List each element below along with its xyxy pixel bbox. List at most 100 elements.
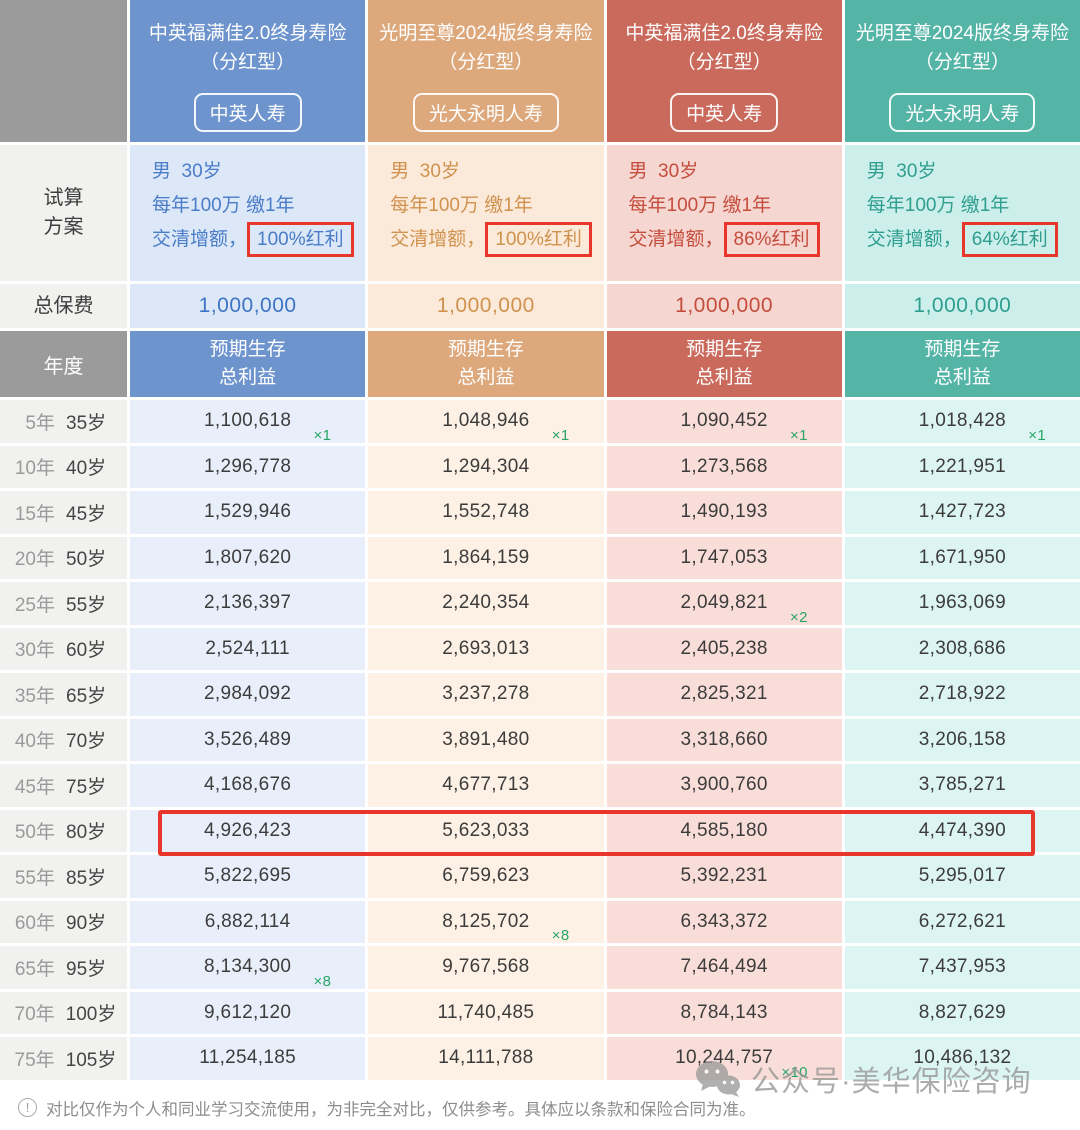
benefit-value-cell: 5,295,017: [844, 855, 1080, 898]
benefit-value: 2,693,013: [442, 637, 530, 659]
attained-age: 100岁: [65, 1004, 117, 1026]
benefit-value: 2,524,111: [205, 637, 290, 659]
benefit-value: 7,437,953: [918, 956, 1006, 978]
plan-line-gender-age: 男 30岁: [866, 161, 937, 182]
attained-age: 95岁: [66, 958, 107, 980]
benefit-value-cell: 1,100,618 ×1: [130, 400, 366, 444]
attained-age: 60岁: [66, 640, 107, 662]
benefit-value: 6,343,372: [680, 910, 768, 932]
benefit-value-cell: 5,623,033: [368, 809, 604, 852]
company-badge: 光大永明人寿: [889, 93, 1036, 132]
benefit-value-cell: 8,134,300 ×8: [130, 946, 366, 990]
policy-year: 5年: [25, 412, 55, 434]
benefit-value-cell: 2,524,111: [130, 627, 366, 670]
benefit-value: 6,882,114: [204, 910, 291, 932]
product-header-1: 中英福满佳2.0终身寿险（分红型） 中英人寿: [130, 0, 366, 142]
benefit-value: 5,623,033: [442, 819, 530, 841]
benefit-value-cell: 3,526,489: [130, 718, 366, 761]
policy-year: 25年: [14, 594, 55, 616]
product-name: 光明至尊2024版终身寿险（分红型）: [379, 23, 593, 73]
benefit-value-cell: 8,125,702 ×8: [368, 900, 604, 944]
benefit-value: 8,134,300: [204, 956, 292, 978]
benefit-value: 5,295,017: [918, 865, 1006, 887]
policy-year: 75年: [14, 1049, 55, 1071]
benefit-value-cell: 5,822,695: [130, 855, 366, 898]
benefit-value-cell: 1,427,723: [844, 491, 1080, 534]
benefit-value-cell: 2,405,238: [606, 627, 842, 670]
attained-age: 105岁: [65, 1049, 117, 1071]
benefit-value: 1,273,568: [680, 455, 768, 477]
plan-cell-3: 男 30岁 每年100万 缴1年 交清增额， 86%红利: [606, 145, 842, 281]
benefit-value-cell: 8,784,143: [606, 991, 842, 1034]
plan-line-gender-age: 男 30岁: [628, 161, 699, 182]
benefit-value: 4,677,713: [442, 774, 530, 796]
plan-row-label: 试算 方案: [0, 145, 127, 281]
attained-age: 80岁: [66, 822, 107, 844]
benefit-value: 11,254,185: [199, 1047, 296, 1069]
benefit-value-cell: 4,677,713: [368, 764, 604, 807]
benefit-value: 6,272,621: [918, 910, 1006, 932]
plan-line-gender-age: 男 30岁: [152, 161, 222, 182]
year-row-label: 5年 35岁: [0, 400, 127, 443]
benefit-value: 1,100,618: [204, 410, 292, 432]
benefit-value: 1,296,778: [204, 455, 292, 477]
benefit-value-cell: 1,090,452 ×1: [606, 400, 842, 444]
multiplier-note: ×10: [781, 1063, 808, 1081]
benefit-value-cell: 3,206,158: [844, 718, 1080, 761]
benefit-value: 2,136,397: [204, 592, 292, 614]
benefit-value: 1,221,951: [918, 455, 1006, 477]
benefit-value: 14,111,788: [438, 1047, 534, 1069]
watermark: 公众号·美华保险咨询: [695, 1058, 1032, 1100]
multiplier-note: ×8: [313, 972, 332, 990]
benefit-value: 5,392,231: [680, 865, 768, 887]
year-row-label: 55年 85岁: [0, 855, 127, 898]
benefit-value-cell: 6,882,114: [130, 900, 366, 943]
benefit-value-cell: 4,585,180: [606, 809, 842, 852]
policy-year: 30年: [14, 640, 55, 662]
benefit-value: 6,759,623: [442, 865, 530, 887]
attained-age: 90岁: [66, 913, 107, 935]
attained-age: 45岁: [66, 503, 107, 525]
benefit-value-cell: 2,240,354: [368, 582, 604, 625]
benefit-value-cell: 3,785,271: [844, 764, 1080, 807]
benefit-value-cell: 9,612,120: [130, 991, 366, 1034]
benefit-value-cell: 2,825,321: [606, 673, 842, 716]
year-row-label: 75年 105岁: [0, 1037, 127, 1080]
wechat-icon: [696, 1061, 740, 1097]
year-row-label: 20年 50岁: [0, 536, 127, 579]
benefit-value-cell: 1,807,620: [130, 536, 366, 579]
benefit-value: 3,526,489: [204, 728, 292, 750]
company-badge: 中英人寿: [670, 93, 779, 132]
benefit-value: 4,168,676: [204, 774, 292, 796]
year-column-header: 年度: [0, 331, 127, 397]
benefit-value: 3,785,271: [918, 774, 1006, 796]
benefit-value: 3,318,660: [680, 728, 768, 750]
dividend-highlight-box: 100%红利: [485, 222, 592, 257]
benefit-value: 3,237,278: [442, 683, 530, 705]
multiplier-note: ×1: [790, 426, 808, 444]
multiplier-note: ×1: [551, 426, 570, 444]
premium-row-label: 总保费: [0, 284, 127, 328]
year-row-label: 30年 60岁: [0, 627, 127, 670]
benefit-value: 1,018,428: [918, 410, 1006, 432]
benefit-value-cell: 1,671,950: [844, 536, 1080, 579]
benefit-value: 10,244,757: [675, 1047, 774, 1069]
benefit-value: 2,308,686: [918, 637, 1006, 659]
benefit-value: 3,206,158: [918, 728, 1006, 750]
company-badge: 中英人寿: [193, 93, 302, 132]
benefit-value: 1,427,723: [918, 501, 1006, 523]
benefit-value-cell: 1,963,069: [844, 582, 1080, 625]
info-icon: !: [18, 1098, 37, 1117]
benefit-value-cell: 2,984,092: [130, 673, 366, 716]
benefit-value: 5,822,695: [204, 865, 292, 887]
benefit-value-cell: 2,136,397: [130, 582, 366, 625]
plan-line-dividend: 交清增额， 64%红利: [867, 222, 1080, 257]
benefit-value: 1,807,620: [204, 546, 292, 568]
product-header-3: 中英福满佳2.0终身寿险（分红型） 中英人寿: [606, 0, 842, 142]
policy-year: 35年: [14, 685, 55, 707]
total-premium-3: 1,000,000: [606, 284, 842, 328]
benefit-value: 8,784,143: [680, 1001, 768, 1023]
plan-line-premium: 每年100万 缴1年: [866, 195, 1010, 216]
multiplier-note: ×1: [1028, 426, 1046, 444]
footer-disclaimer: ! 对比仅作为个人和同业学习交流使用，为非完全对比，仅供参考。具体应以条款和保险…: [0, 1085, 1080, 1130]
